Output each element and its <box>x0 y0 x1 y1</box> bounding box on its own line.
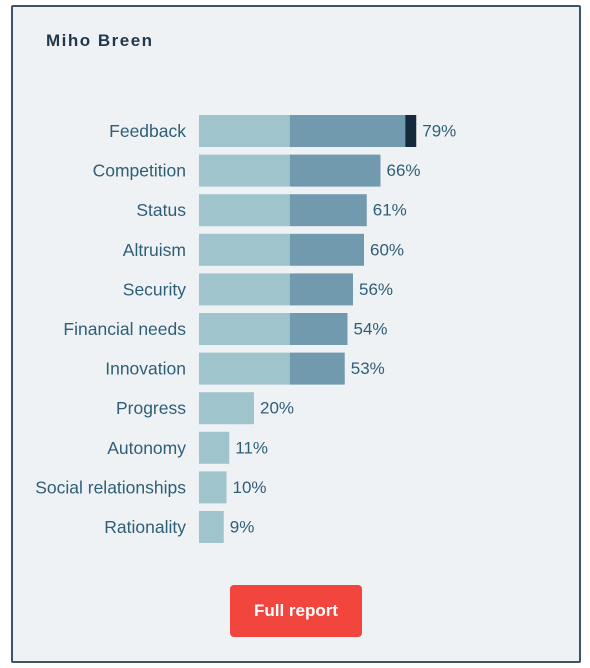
value-label: 56% <box>359 280 393 299</box>
bar-segment-2 <box>289 194 367 227</box>
category-label: Competition <box>93 161 186 181</box>
bar-segment-1 <box>199 154 290 187</box>
bar-segment-2 <box>289 115 406 147</box>
value-label: 20% <box>260 399 294 418</box>
value-label: 10% <box>233 478 267 497</box>
bar-segment-1 <box>199 431 230 464</box>
value-label: 60% <box>370 240 404 259</box>
bar-segment-1 <box>199 313 290 345</box>
bar-segment-1 <box>199 115 290 147</box>
value-label: 79% <box>422 122 456 141</box>
category-label: Status <box>136 200 186 220</box>
profile-card: Miho Breen Feedback 79% Competition 66% Stat… <box>11 5 581 663</box>
bar-segment-1 <box>199 511 224 543</box>
bar-segment-1 <box>199 233 290 266</box>
bar-segment-2 <box>289 273 353 306</box>
bar-row: Progress 20% <box>116 392 294 425</box>
bar-segment-2 <box>289 352 345 385</box>
bar-row: Status 61% <box>136 194 407 227</box>
value-label: 61% <box>373 201 407 220</box>
category-label: Autonomy <box>107 438 186 458</box>
value-label: 9% <box>230 518 255 537</box>
bar-row: Autonomy 11% <box>107 431 268 464</box>
value-label: 53% <box>351 359 385 378</box>
bar-row: Financial needs 54% <box>63 313 388 345</box>
category-label: Security <box>123 279 186 299</box>
full-report-button[interactable]: Full report <box>230 585 362 637</box>
category-label: Financial needs <box>63 319 186 339</box>
person-name: Miho Breen <box>46 31 154 50</box>
category-label: Innovation <box>105 359 186 379</box>
bar-segment-2 <box>289 154 381 187</box>
bar-row: Competition 66% <box>93 154 421 187</box>
bar-row: Rationality 9% <box>104 511 254 543</box>
category-label: Progress <box>116 398 186 418</box>
category-label: Social relationships <box>35 477 186 497</box>
bar-row: Social relationships 10% <box>35 471 267 504</box>
bar-segment-2 <box>289 233 364 266</box>
bar-row: Innovation 53% <box>105 352 385 385</box>
category-label: Feedback <box>109 121 186 141</box>
motivation-bar-chart: Feedback 79% Competition 66% Status 61% Altrui… <box>35 115 456 543</box>
category-label: Rationality <box>104 517 186 537</box>
bar-segment-1 <box>199 471 227 504</box>
bar-row: Security 56% <box>123 273 393 306</box>
value-label: 66% <box>387 161 421 180</box>
bar-segment-1 <box>199 273 290 306</box>
bar-segment-1 <box>199 352 290 385</box>
value-label: 11% <box>235 438 268 457</box>
value-label: 54% <box>354 320 388 339</box>
bar-row: Altruism 60% <box>123 233 404 266</box>
bar-segment-2 <box>289 313 348 345</box>
bar-segment-1 <box>199 392 254 425</box>
bar-row: Feedback 79% <box>109 115 456 147</box>
bar-segment-1 <box>199 194 290 227</box>
category-label: Altruism <box>123 240 186 260</box>
bar-segment-3 <box>405 115 417 147</box>
